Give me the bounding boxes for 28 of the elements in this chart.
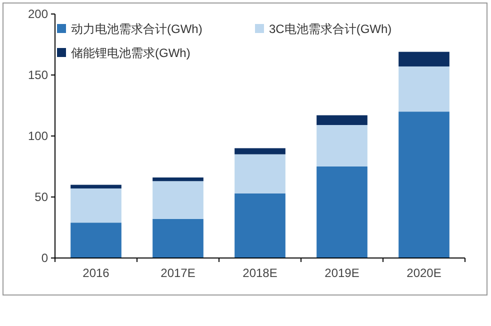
x-tick-label: 2020E (406, 266, 442, 280)
y-tick-label: 0 (41, 251, 48, 265)
y-tick-label: 150 (28, 68, 48, 82)
y-tick-label: 100 (28, 129, 48, 143)
x-tick-label: 2019E (324, 266, 360, 280)
legend-label: 储能锂电池需求(GWh) (71, 46, 190, 60)
bar (70, 222, 122, 258)
bar (234, 154, 286, 194)
x-tick-label: 2016 (82, 266, 110, 280)
bar (398, 112, 450, 258)
x-tick-label: 2018E (242, 266, 278, 280)
y-tick-label: 50 (34, 190, 48, 204)
bar (398, 52, 450, 66)
y-tick-label: 200 (28, 7, 48, 21)
bar (152, 177, 204, 182)
bar (70, 184, 122, 188)
bar (152, 181, 204, 219)
bar (316, 166, 368, 258)
bar (234, 148, 286, 154)
legend-label: 3C电池需求合计(GWh) (269, 22, 392, 36)
bar (316, 115, 368, 126)
legend-label: 动力电池需求合计(GWh) (71, 22, 202, 36)
bar (316, 125, 368, 166)
bar (70, 188, 122, 223)
bar (234, 193, 286, 258)
x-tick-label: 2017E (160, 266, 196, 280)
bar (398, 66, 450, 112)
bar (152, 218, 204, 258)
